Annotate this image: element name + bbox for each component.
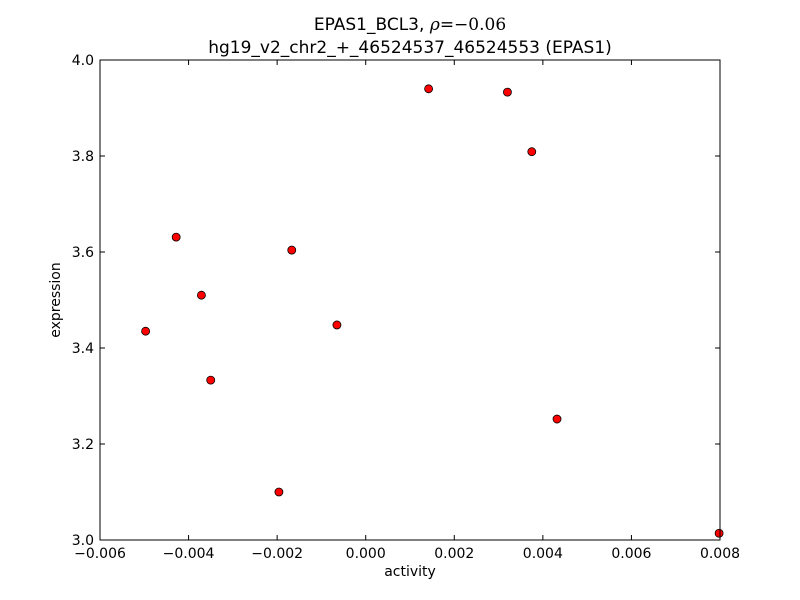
scatter-point xyxy=(503,87,512,97)
scatter-point xyxy=(714,528,724,538)
scatter-point xyxy=(206,375,216,385)
chart-title-rho-symbol: ρ xyxy=(429,15,440,35)
y-tick-label: 3.8 xyxy=(72,149,94,165)
y-tick-label: 3.6 xyxy=(72,245,94,261)
chart-title-prefix: EPAS1_BCL3, xyxy=(314,15,430,35)
scatter-point xyxy=(274,487,284,497)
chart-title: EPAS1_BCL3, ρ=−0.06 xyxy=(314,15,506,35)
x-tick-label: 0.000 xyxy=(346,546,386,562)
x-tick-label: −0.004 xyxy=(163,546,215,562)
scatter-point xyxy=(527,147,537,157)
y-axis-ticks: 3.0 3.2 3.4 3.6 3.8 4.0 xyxy=(72,53,720,549)
x-tick-label: 0.006 xyxy=(611,546,651,562)
y-tick-label: 4.0 xyxy=(72,53,94,69)
x-tick-label: 0.004 xyxy=(523,546,563,562)
x-tick-label: −0.006 xyxy=(74,546,126,562)
plot-frame xyxy=(99,59,721,541)
x-tick-label: 0.002 xyxy=(434,546,474,562)
data-points xyxy=(141,84,724,538)
x-axis-label: activity xyxy=(384,564,436,580)
x-tick-label: 0.008 xyxy=(700,546,740,562)
y-axis-label: expression xyxy=(48,262,64,338)
scatter-point xyxy=(197,290,206,300)
chart-title-rho-value: =−0.06 xyxy=(440,15,506,35)
scatter-point xyxy=(141,326,151,336)
x-tick-label: −0.002 xyxy=(251,546,303,562)
plot-area xyxy=(100,60,720,540)
scatter-point xyxy=(332,320,342,330)
scatter-point xyxy=(171,232,181,242)
scatter-point xyxy=(424,84,434,94)
x-axis-ticks: −0.006 −0.004 −0.002 0.000 0.002 0.004 0.006 0.… xyxy=(74,60,740,562)
plot-background xyxy=(100,60,720,540)
scatter-point xyxy=(552,414,562,424)
y-tick-label: 3.2 xyxy=(72,437,94,453)
y-tick-label: 3.0 xyxy=(72,533,94,549)
chart-subtitle: hg19_v2_chr2_+_46524537_46524553 (EPAS1) xyxy=(208,38,612,58)
y-tick-label: 3.4 xyxy=(72,341,94,357)
scatter-point xyxy=(287,245,297,255)
